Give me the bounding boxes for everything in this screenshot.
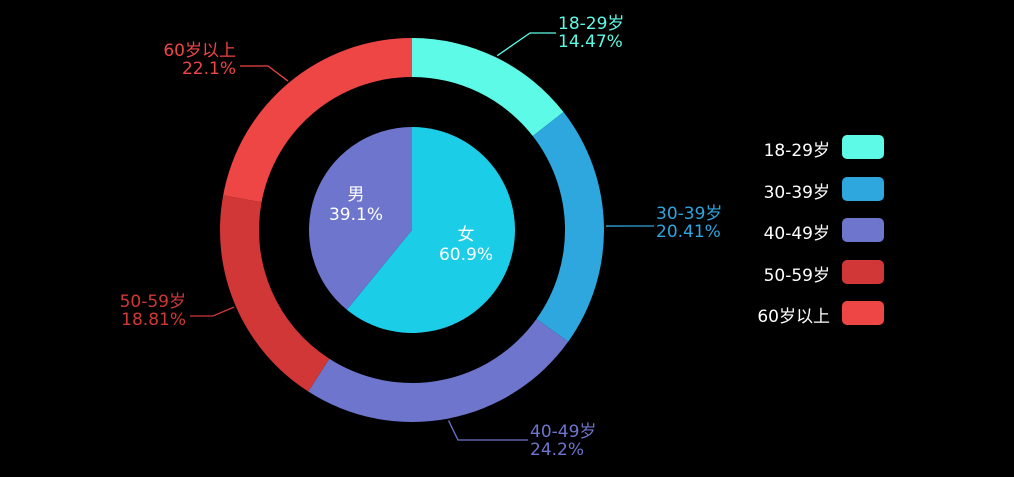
leader-line xyxy=(447,420,528,441)
legend-label: 40-49岁 xyxy=(763,224,830,244)
leader-line xyxy=(496,32,556,57)
inner-slice-label: 女 xyxy=(458,225,475,245)
legend: 18-29岁 30-39岁 40-49岁 50-59岁 60岁以上 xyxy=(742,133,884,341)
outer-slice-value: 14.47% xyxy=(558,32,623,52)
inner-slice-0[interactable] xyxy=(346,127,515,333)
outer-slice-value: 20.41% xyxy=(656,222,721,242)
legend-label: 60岁以上 xyxy=(757,307,830,327)
outer-slice-value: 22.1% xyxy=(182,59,236,79)
outer-slice-value: 24.2% xyxy=(530,440,584,460)
legend-label: 18-29岁 xyxy=(763,141,830,161)
inner-slice-label: 男 xyxy=(348,185,365,205)
legend-item-18-29[interactable]: 18-29岁 xyxy=(742,133,884,161)
outer-slice-label: 60岁以上 xyxy=(163,41,236,61)
inner-slice-1[interactable] xyxy=(309,127,412,310)
outer-slice-2[interactable] xyxy=(308,319,569,422)
outer-slice-label: 50-59岁 xyxy=(120,292,186,312)
legend-swatch xyxy=(842,218,884,242)
leader-line xyxy=(240,65,289,82)
legend-label: 30-39岁 xyxy=(763,182,830,203)
outer-slice-3[interactable] xyxy=(219,195,330,392)
outer-slice-4[interactable] xyxy=(223,38,412,203)
leader-line xyxy=(190,306,235,317)
outer-slice-1[interactable] xyxy=(532,112,604,342)
inner-slice-value: 60.9% xyxy=(439,245,493,265)
outer-slice-label: 30-39岁 xyxy=(656,204,722,224)
legend-swatch xyxy=(842,301,884,325)
legend-item-60-plus[interactable]: 60岁以上 xyxy=(742,299,884,327)
legend-label: 50-59岁 xyxy=(763,265,830,286)
outer-slice-0[interactable] xyxy=(412,38,564,137)
inner-slice-value: 39.1% xyxy=(329,205,383,225)
legend-swatch xyxy=(842,135,884,159)
legend-item-30-39[interactable]: 30-39岁 xyxy=(742,175,884,203)
legend-item-40-49[interactable]: 40-49岁 xyxy=(742,216,884,244)
legend-swatch xyxy=(842,176,884,201)
outer-slice-label: 40-49岁 xyxy=(530,422,596,442)
legend-swatch xyxy=(842,259,884,284)
outer-slice-value: 18.81% xyxy=(121,310,186,330)
outer-slice-label: 18-29岁 xyxy=(558,14,624,34)
legend-item-50-59[interactable]: 50-59岁 xyxy=(742,258,884,286)
